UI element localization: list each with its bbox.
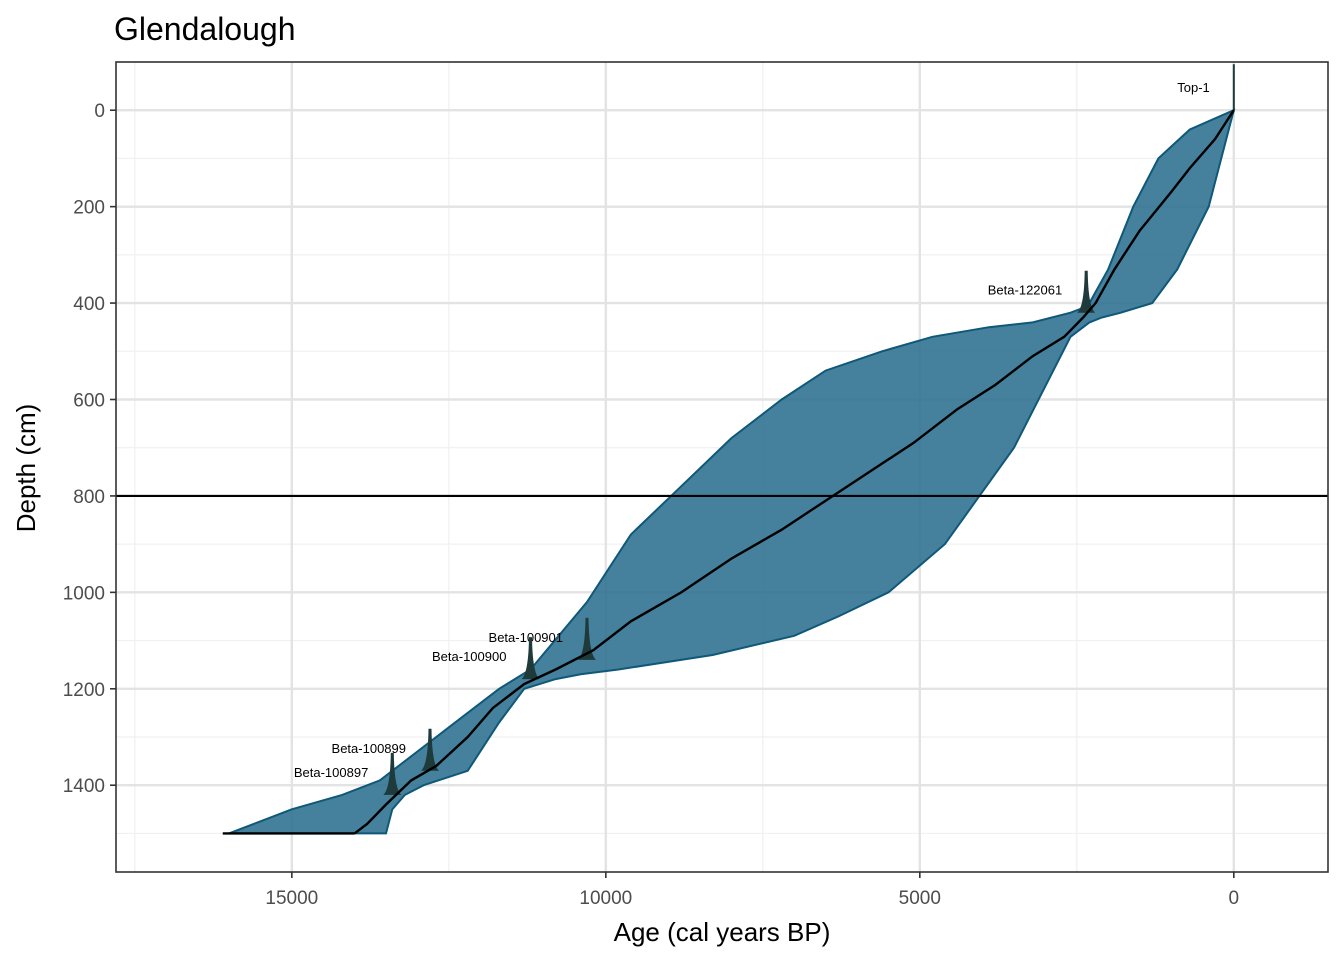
y-tick-label: 800 xyxy=(73,487,105,508)
date-label: Beta-100901 xyxy=(489,630,563,645)
y-tick-label: 1000 xyxy=(63,583,105,604)
date-label: Beta-122061 xyxy=(988,283,1062,298)
y-tick-label: 200 xyxy=(73,198,105,219)
x-tick-label: 5000 xyxy=(899,888,941,909)
plot-panel: Top-1 Beta-122061 Beta-100901 Beta-100900 Be… xyxy=(63,61,1329,909)
date-distribution xyxy=(1077,270,1096,313)
y-tick-label: 600 xyxy=(73,391,105,412)
date-label: Beta-100899 xyxy=(332,741,406,756)
date-label: Top-1 xyxy=(1177,80,1210,95)
panel-border xyxy=(115,61,1329,873)
x-tick-label: 0 xyxy=(1229,888,1240,909)
x-axis-title: Age (cal years BP) xyxy=(614,917,831,947)
x-tick-label: 15000 xyxy=(265,888,318,909)
x-tick-label: 10000 xyxy=(579,888,632,909)
y-axis-title: Depth (cm) xyxy=(11,404,41,533)
chart-title: Glendalough xyxy=(114,11,295,47)
y-tick-label: 1400 xyxy=(63,776,105,797)
y-tick-label: 400 xyxy=(73,294,105,315)
date-distribution xyxy=(421,728,439,771)
date-distribution xyxy=(521,637,540,680)
date-distribution xyxy=(578,617,596,660)
date-label: Beta-100900 xyxy=(432,649,506,664)
date-label: Beta-100897 xyxy=(294,765,368,780)
uncertainty-band xyxy=(228,108,1236,835)
median-line xyxy=(353,109,1235,835)
y-tick-label: 1200 xyxy=(63,680,105,701)
y-tick-label: 0 xyxy=(94,101,105,122)
date-distribution xyxy=(383,752,402,795)
